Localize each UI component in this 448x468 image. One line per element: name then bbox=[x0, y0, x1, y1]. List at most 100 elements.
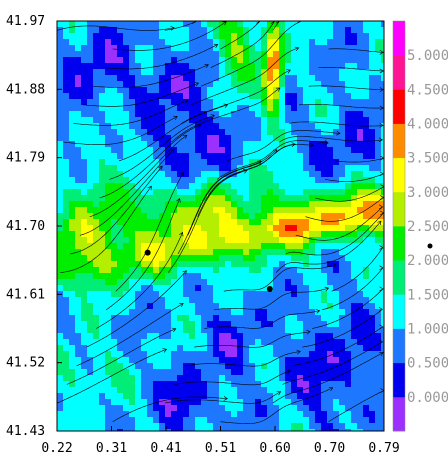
heat-cell bbox=[231, 267, 238, 274]
streamline bbox=[60, 186, 152, 273]
heat-cell bbox=[75, 285, 82, 292]
heat-cell bbox=[153, 279, 160, 286]
heat-cell bbox=[219, 231, 226, 238]
heat-cell bbox=[87, 357, 94, 364]
heat-cell bbox=[213, 171, 220, 178]
heat-cell bbox=[363, 411, 370, 418]
heat-cell bbox=[267, 303, 274, 310]
heat-cell bbox=[159, 195, 166, 202]
heat-cell bbox=[261, 273, 268, 280]
heat-cell bbox=[351, 117, 358, 124]
heat-cell bbox=[231, 183, 238, 190]
heat-cell bbox=[381, 213, 384, 220]
heat-cell bbox=[357, 369, 364, 376]
heat-cell bbox=[201, 135, 208, 142]
heat-cell bbox=[231, 387, 238, 394]
heat-cell bbox=[363, 117, 370, 124]
heat-cell bbox=[369, 423, 376, 430]
heat-cell bbox=[135, 225, 142, 232]
heat-cell bbox=[291, 255, 298, 262]
heat-cell bbox=[285, 423, 292, 430]
heat-cell bbox=[81, 171, 88, 178]
heat-cell bbox=[261, 393, 268, 400]
heat-cell bbox=[249, 111, 256, 118]
streamline-arrow bbox=[184, 99, 189, 104]
heat-cell bbox=[81, 381, 88, 388]
heat-cell bbox=[315, 63, 322, 70]
heat-cell bbox=[249, 51, 256, 58]
heat-cell bbox=[309, 135, 316, 142]
heat-cell bbox=[309, 213, 316, 220]
heat-cell bbox=[117, 399, 124, 406]
heat-cell bbox=[63, 189, 70, 196]
heat-cell bbox=[261, 189, 268, 196]
heat-cell bbox=[219, 309, 226, 316]
heat-cell bbox=[219, 213, 226, 220]
heat-cell bbox=[351, 333, 358, 340]
colorbar-swatch bbox=[393, 89, 405, 124]
heat-cell bbox=[273, 123, 280, 130]
heat-cell bbox=[231, 117, 238, 124]
heat-cell bbox=[129, 255, 136, 262]
heat-cell bbox=[345, 171, 352, 178]
heat-cell bbox=[183, 429, 190, 431]
heat-cell bbox=[117, 27, 124, 34]
heat-cell bbox=[225, 195, 232, 202]
heat-cell bbox=[375, 93, 382, 100]
heat-cell bbox=[303, 345, 310, 352]
heat-cell bbox=[129, 129, 136, 136]
heat-cell bbox=[165, 339, 172, 346]
heat-cell bbox=[339, 81, 346, 88]
heat-cell bbox=[369, 93, 376, 100]
heat-cell bbox=[237, 345, 244, 352]
heat-cell bbox=[63, 249, 70, 256]
heat-cell bbox=[105, 189, 112, 196]
colorbar-swatch bbox=[393, 362, 405, 398]
streamline bbox=[308, 85, 384, 90]
heat-cell bbox=[63, 171, 70, 178]
heat-cell bbox=[195, 303, 202, 310]
heat-cell bbox=[219, 189, 226, 196]
heat-cell bbox=[321, 273, 328, 280]
heat-cell bbox=[315, 231, 322, 238]
heat-cell bbox=[189, 357, 196, 364]
heat-cell bbox=[213, 87, 220, 94]
heat-cell bbox=[105, 225, 112, 232]
heat-cell bbox=[333, 303, 340, 310]
heat-cell bbox=[135, 207, 142, 214]
heat-cell bbox=[321, 339, 328, 346]
heat-cell bbox=[291, 357, 298, 364]
heat-cell bbox=[285, 177, 292, 184]
station-marker bbox=[266, 286, 273, 293]
heat-cell bbox=[93, 189, 100, 196]
heat-cell bbox=[165, 141, 172, 148]
heat-cell bbox=[135, 297, 142, 304]
heat-cell bbox=[93, 57, 100, 64]
heat-cell bbox=[183, 147, 190, 154]
heat-cell bbox=[63, 213, 70, 220]
streamline-arrow bbox=[158, 165, 163, 171]
heat-cell bbox=[99, 243, 106, 250]
heat-cell bbox=[111, 417, 118, 424]
heat-cell bbox=[75, 231, 82, 238]
heat-cell bbox=[99, 399, 106, 406]
heat-cell bbox=[207, 285, 214, 292]
heat-cell bbox=[123, 123, 130, 130]
heat-cell bbox=[225, 411, 232, 418]
heat-cell bbox=[351, 87, 358, 94]
streamline bbox=[164, 21, 196, 31]
heat-cell bbox=[99, 111, 106, 118]
colorbar-swatch bbox=[393, 55, 405, 90]
heat-cell bbox=[57, 171, 64, 178]
heat-cell bbox=[321, 267, 328, 274]
heat-cell bbox=[381, 93, 384, 100]
heat-cell bbox=[243, 279, 250, 286]
heat-cell bbox=[81, 291, 88, 298]
heat-cell bbox=[231, 429, 238, 431]
heat-cell bbox=[171, 33, 178, 40]
heat-cell bbox=[345, 261, 352, 268]
heat-cell bbox=[327, 381, 334, 388]
heat-cell bbox=[159, 147, 166, 154]
heat-cell bbox=[153, 33, 160, 40]
heat-cell bbox=[165, 153, 172, 160]
